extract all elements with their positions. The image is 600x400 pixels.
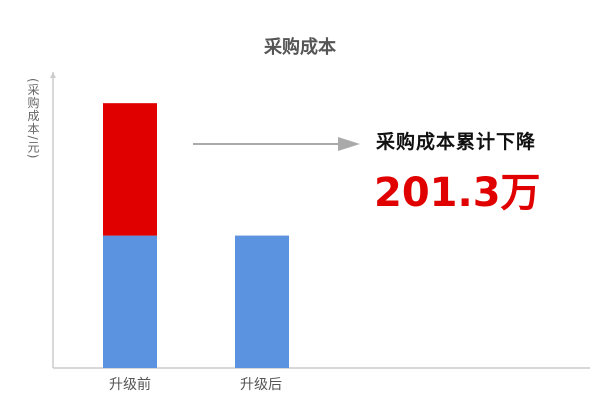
chart-title: 采购成本 <box>264 37 336 58</box>
x-tick-label-1: 升级后 <box>240 377 282 393</box>
annotation-value: 201.3万 <box>374 170 541 216</box>
bar-0-series-1 <box>103 103 157 236</box>
x-tick-label-0: 升级前 <box>109 377 151 393</box>
annotation-text: 采购成本累计下降 <box>376 131 537 153</box>
bar-1-series-0 <box>235 235 289 368</box>
y-axis-label: (采购成本/元) <box>26 78 40 160</box>
arrow-right-icon <box>338 137 360 151</box>
bar-0-series-0 <box>103 235 157 368</box>
y-axis-arrow-icon <box>50 72 56 78</box>
